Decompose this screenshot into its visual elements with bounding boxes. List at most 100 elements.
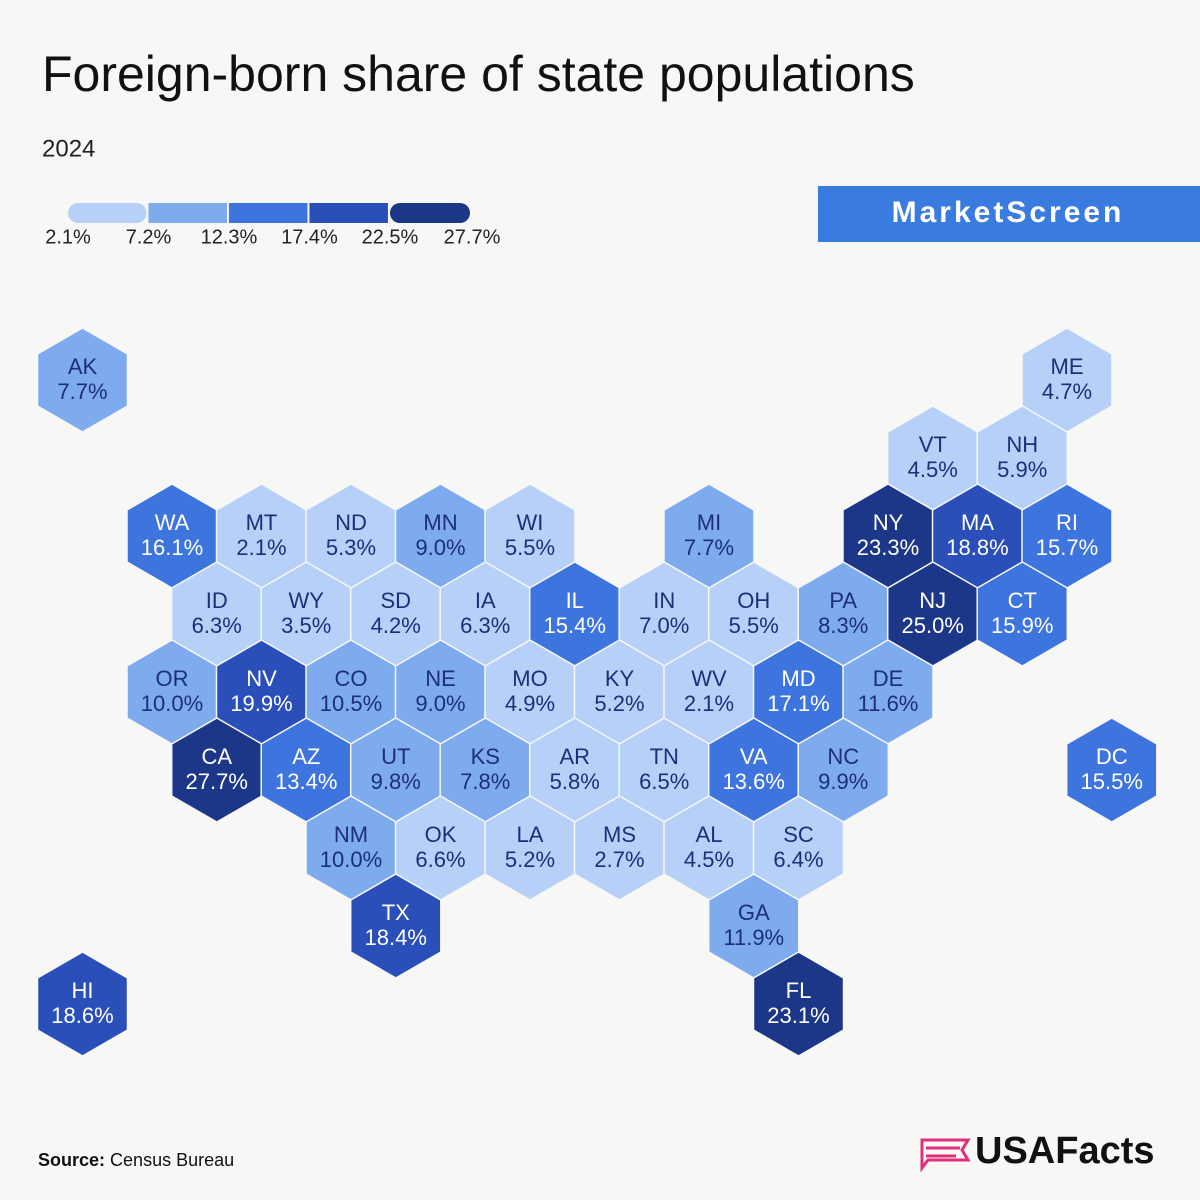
state-code: PA <box>829 588 857 613</box>
state-code: HI <box>72 978 94 1003</box>
state-value: 4.7% <box>1042 379 1092 404</box>
state-code: NM <box>334 822 368 847</box>
state-code: DC <box>1096 744 1128 769</box>
state-code: NV <box>246 666 277 691</box>
state-value: 7.8% <box>460 769 510 794</box>
state-code: NY <box>873 510 904 535</box>
state-code: CA <box>201 744 232 769</box>
legend-label: 12.3% <box>201 226 258 248</box>
legend-swatch <box>148 203 227 223</box>
state-code: WI <box>517 510 544 535</box>
state-hex <box>36 951 129 1057</box>
legend-swatch <box>389 203 470 223</box>
state-code: ND <box>335 510 367 535</box>
state-value: 13.4% <box>275 769 337 794</box>
state-value: 2.7% <box>594 847 644 872</box>
state-value: 6.3% <box>192 613 242 638</box>
state-code: SC <box>783 822 814 847</box>
state-value: 4.5% <box>684 847 734 872</box>
state-code: LA <box>517 822 544 847</box>
state-value: 15.7% <box>1036 535 1098 560</box>
state-code: IA <box>475 588 496 613</box>
state-value: 13.6% <box>723 769 785 794</box>
legend-label: 27.7% <box>444 226 501 248</box>
state-value: 25.0% <box>902 613 964 638</box>
state-hex <box>1065 717 1158 823</box>
state-code: RI <box>1056 510 1078 535</box>
state-value: 11.6% <box>858 691 919 716</box>
state-value: 16.1% <box>141 535 203 560</box>
state-code: MA <box>961 510 994 535</box>
state-code: KS <box>471 744 500 769</box>
state-value: 5.3% <box>326 535 376 560</box>
state-code: NC <box>827 744 859 769</box>
state-code: VA <box>740 744 768 769</box>
state-value: 18.4% <box>365 925 427 950</box>
state-value: 5.5% <box>505 535 555 560</box>
state-code: NE <box>425 666 456 691</box>
state-code: MO <box>512 666 547 691</box>
state-code: CT <box>1008 588 1037 613</box>
state-value: 18.6% <box>51 1003 113 1028</box>
state-code: NH <box>1006 432 1038 457</box>
state-code: MI <box>697 510 721 535</box>
state-value: 23.3% <box>857 535 919 560</box>
state-code: FL <box>786 978 812 1003</box>
title: Foreign-born share of state populations <box>42 46 915 102</box>
state-code: DE <box>873 666 904 691</box>
logo: USAFacts <box>975 1130 1155 1172</box>
state-code: AZ <box>292 744 320 769</box>
state-value: 6.3% <box>460 613 510 638</box>
state-value: 15.5% <box>1081 769 1143 794</box>
state-value: 7.0% <box>639 613 689 638</box>
legend-label: 2.1% <box>45 226 91 248</box>
state-code: IL <box>566 588 584 613</box>
state-code: GA <box>738 900 770 925</box>
state-hex <box>976 561 1069 667</box>
state-value: 5.8% <box>550 769 600 794</box>
state-code: WY <box>289 588 325 613</box>
state-value: 15.9% <box>991 613 1053 638</box>
state-code: CO <box>335 666 368 691</box>
state-value: 7.7% <box>684 535 734 560</box>
brand: MarketScreen <box>892 196 1125 229</box>
state-code: NJ <box>919 588 946 613</box>
state-code: WA <box>155 510 190 535</box>
legend-swatch <box>309 203 388 223</box>
state-code: TN <box>650 744 679 769</box>
state-code: VT <box>919 432 947 457</box>
state-code: WV <box>691 666 727 691</box>
brand-badge <box>818 186 1200 242</box>
state-hex <box>36 327 129 433</box>
state-value: 6.6% <box>415 847 465 872</box>
state-value: 5.2% <box>594 691 644 716</box>
legend-label: 17.4% <box>281 226 338 248</box>
state-value: 11.9% <box>723 925 784 950</box>
state-hex <box>349 873 442 979</box>
state-value: 5.2% <box>505 847 555 872</box>
state-code: TX <box>382 900 410 925</box>
state-code: ID <box>206 588 228 613</box>
state-value: 8.3% <box>818 613 868 638</box>
subtitle: 2024 <box>42 135 95 162</box>
source: Source: Census Bureau <box>38 1150 234 1170</box>
state-code: OR <box>156 666 189 691</box>
state-value: 9.8% <box>371 769 421 794</box>
logo-icon <box>920 1138 971 1173</box>
state-code: IN <box>653 588 675 613</box>
state-value: 23.1% <box>767 1003 829 1028</box>
state-value: 2.1% <box>684 691 734 716</box>
state-value: 2.1% <box>236 535 286 560</box>
state-code: SD <box>380 588 411 613</box>
state-code: OH <box>737 588 770 613</box>
state-value: 19.9% <box>230 691 292 716</box>
state-value: 3.5% <box>281 613 331 638</box>
state-code: AR <box>559 744 590 769</box>
state-value: 10.0% <box>141 691 203 716</box>
state-code: OK <box>425 822 457 847</box>
state-value: 9.0% <box>415 691 465 716</box>
legend-label: 22.5% <box>362 226 419 248</box>
state-value: 4.2% <box>371 613 421 638</box>
source-label: Source: <box>38 1150 105 1170</box>
